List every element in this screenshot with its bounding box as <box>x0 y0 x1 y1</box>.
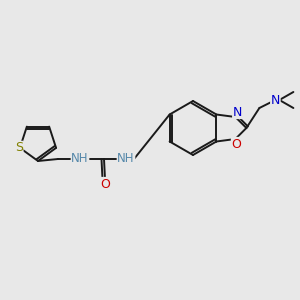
Text: NH: NH <box>71 152 89 166</box>
Text: N: N <box>271 94 280 106</box>
Text: O: O <box>231 137 241 151</box>
Text: S: S <box>15 141 23 154</box>
Text: N: N <box>233 106 242 118</box>
Text: NH: NH <box>117 152 135 166</box>
Text: O: O <box>100 178 110 190</box>
